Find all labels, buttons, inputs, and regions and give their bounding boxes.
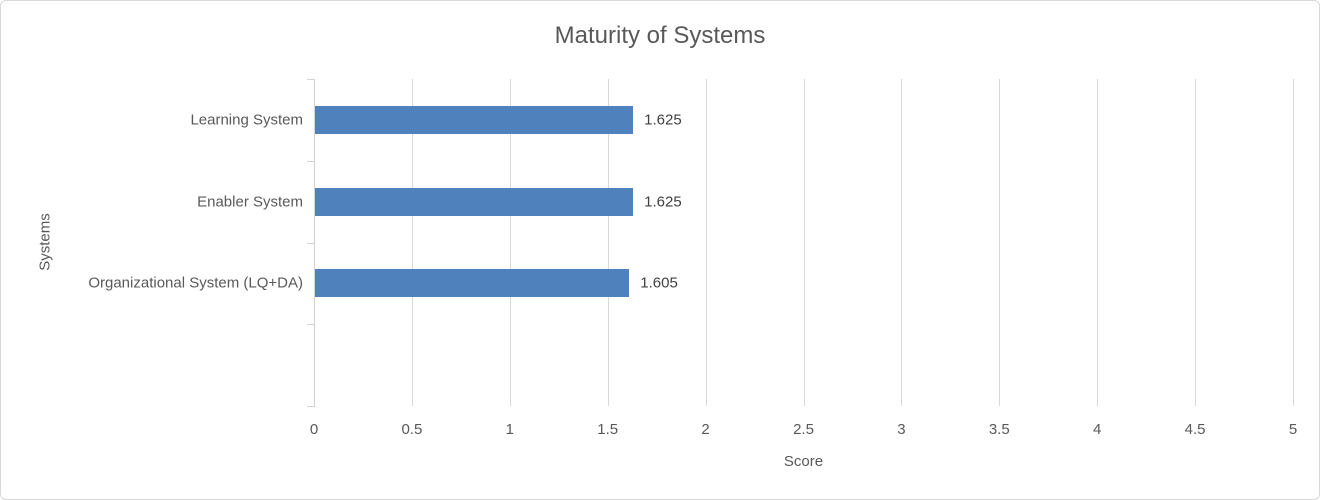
gridline <box>901 79 903 406</box>
y-axis-tick <box>307 160 314 162</box>
x-axis-tick-label: 5 <box>1288 421 1298 438</box>
chart-title: Maturity of Systems <box>554 22 766 49</box>
y-axis-tick <box>307 324 314 326</box>
x-axis-title: Score <box>783 453 824 470</box>
y-axis-tick <box>307 242 314 244</box>
gridline <box>1097 79 1099 406</box>
x-axis-tick-label: 1.5 <box>597 421 619 438</box>
x-axis-tick-label: 1 <box>505 421 514 438</box>
category-label: Organizational System (LQ+DA) <box>88 274 303 292</box>
y-axis-tick <box>307 406 314 407</box>
bar <box>315 105 634 134</box>
x-axis-tick-label: 3.5 <box>988 421 1010 438</box>
data-label: 1.625 <box>644 111 682 129</box>
x-axis-tick-label: 2 <box>701 421 710 438</box>
bar <box>315 269 630 298</box>
gridline <box>1293 79 1294 406</box>
x-axis-tick-label: 0.5 <box>401 421 423 438</box>
gridline <box>1195 79 1197 406</box>
data-label: 1.605 <box>640 274 678 292</box>
data-label: 1.625 <box>644 193 682 211</box>
x-axis-tick-label: 3 <box>897 421 906 438</box>
gridline <box>607 79 609 406</box>
x-axis-tick-label: 0 <box>309 421 319 438</box>
x-axis-tick-label: 4 <box>1093 421 1102 438</box>
x-axis-tick-label: 4.5 <box>1184 421 1206 438</box>
y-axis-line <box>314 79 315 407</box>
gridline <box>705 79 707 406</box>
category-label: Enabler System <box>197 193 303 211</box>
y-axis-title: Systems <box>36 213 54 271</box>
x-axis-tick-label: 2.5 <box>793 421 814 438</box>
y-axis-tick <box>307 79 314 80</box>
gridline <box>999 79 1001 406</box>
gridline <box>411 79 413 406</box>
gridline <box>509 79 511 406</box>
bar <box>315 187 634 216</box>
gridline <box>803 79 805 406</box>
category-label: Learning System <box>190 111 303 129</box>
